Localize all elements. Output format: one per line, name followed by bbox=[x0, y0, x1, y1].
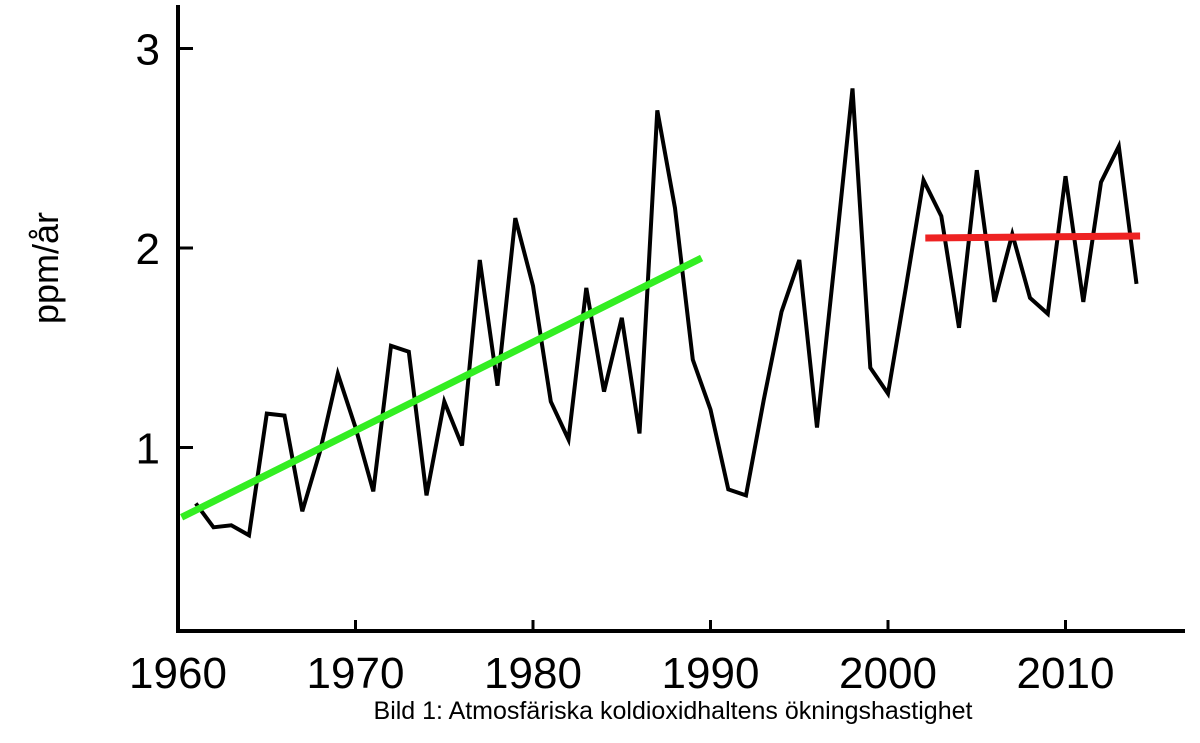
x-tick-label: 1980 bbox=[484, 649, 582, 698]
x-tick-label: 2000 bbox=[839, 649, 937, 698]
annual-rate-line bbox=[194, 88, 1139, 539]
x-tick-label: 1990 bbox=[662, 649, 760, 698]
y-tick-label: 3 bbox=[136, 26, 160, 75]
y-axis-label: ppm/år bbox=[25, 212, 66, 324]
x-tick-label: 1960 bbox=[129, 649, 227, 698]
y-tick-label: 1 bbox=[136, 425, 160, 474]
x-tick-label: 2010 bbox=[1017, 649, 1115, 698]
x-tick-label: 1970 bbox=[307, 649, 405, 698]
trend-line-1960-1990 bbox=[180, 254, 704, 521]
trend-line-2002-2014 bbox=[925, 232, 1141, 242]
y-tick-label: 2 bbox=[136, 225, 160, 274]
figure-caption: Bild 1: Atmosfäriska koldioxidhaltens ök… bbox=[373, 697, 973, 725]
